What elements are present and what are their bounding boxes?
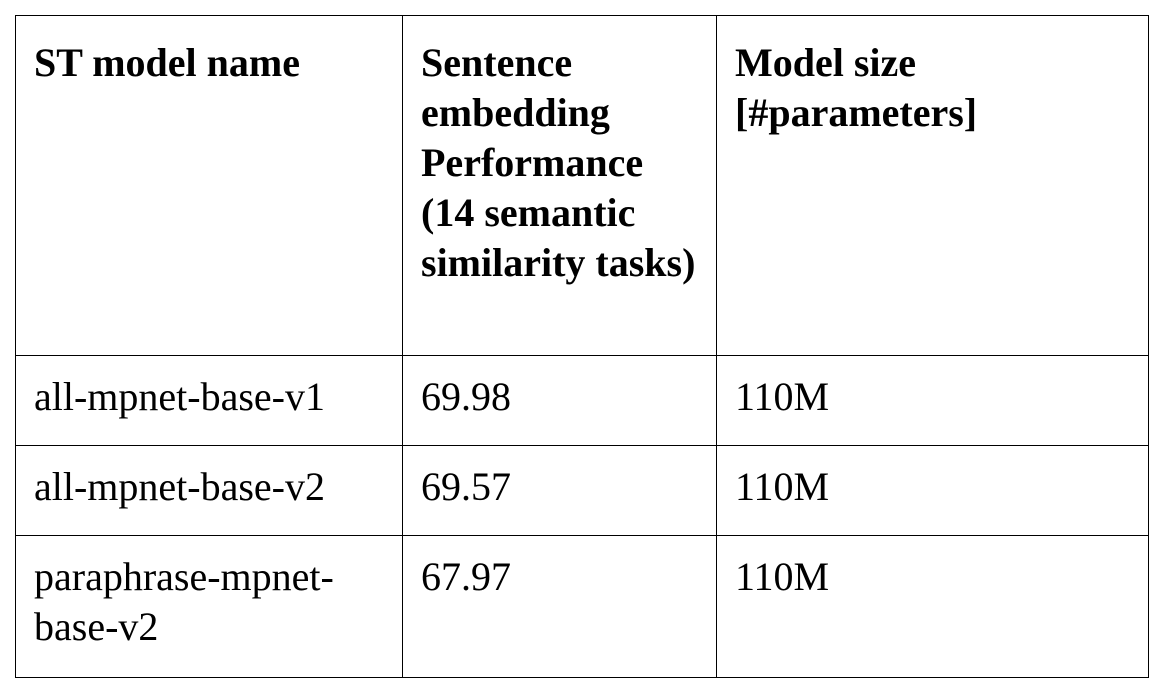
- table-header-row: ST model name Sentence embedding Perform…: [15, 15, 1149, 356]
- cell-model-name: paraphrase-mpnet-base-v2: [15, 535, 403, 678]
- header-embedding-performance: Sentence embedding Performance (14 seman…: [402, 15, 717, 356]
- cell-model-size: 110M: [716, 355, 1149, 446]
- model-comparison-table: ST model name Sentence embedding Perform…: [15, 15, 1149, 678]
- cell-performance: 69.57: [402, 445, 717, 536]
- cell-model-size: 110M: [716, 445, 1149, 536]
- table-row: all-mpnet-base-v1 69.98 110M: [15, 355, 1149, 446]
- cell-model-size: 110M: [716, 535, 1149, 678]
- table-row: paraphrase-mpnet-base-v2 67.97 110M: [15, 535, 1149, 678]
- header-model-name: ST model name: [15, 15, 403, 356]
- cell-performance: 69.98: [402, 355, 717, 446]
- cell-model-name: all-mpnet-base-v2: [15, 445, 403, 536]
- table-row: all-mpnet-base-v2 69.57 110M: [15, 445, 1149, 536]
- cell-model-name: all-mpnet-base-v1: [15, 355, 403, 446]
- header-model-size: Model size [#parameters]: [716, 15, 1149, 356]
- cell-performance: 67.97: [402, 535, 717, 678]
